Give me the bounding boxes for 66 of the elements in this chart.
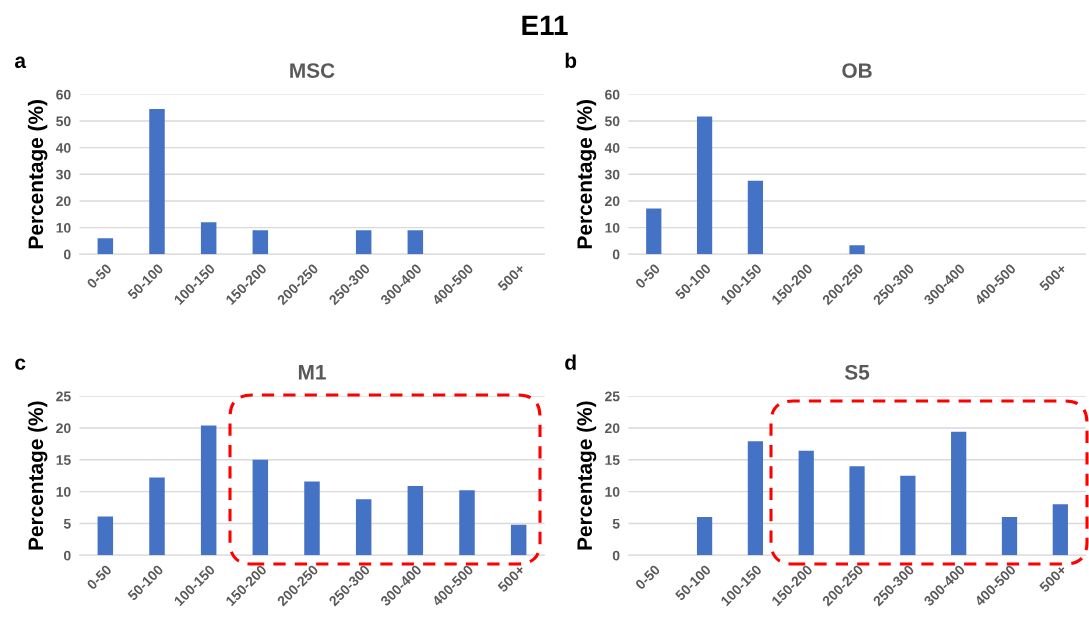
bar [1052,504,1068,556]
y-tick-label: 25 [56,391,71,402]
y-tick-label: 10 [56,486,71,497]
bar [900,475,916,556]
y-tick-label: 50 [605,116,620,127]
bar [97,516,114,556]
bar [149,477,165,556]
y-tick-label: 0 [63,249,71,260]
bar [747,441,764,556]
chart-title: M1 [298,365,326,380]
text: a [15,56,27,69]
y-tick-label: 5 [63,518,71,529]
bar [252,230,269,255]
bar [646,208,662,255]
y-tick-label: 10 [56,222,71,233]
bar [407,485,424,556]
y-axis-title: Percentage (%) [27,401,48,550]
y-tick-label: 20 [605,196,620,207]
text: d [565,354,576,370]
bar [1001,517,1018,556]
y-tick-label: 10 [605,222,620,233]
y-tick-label: 0 [63,550,71,561]
bar [747,180,764,255]
bar [304,481,320,556]
y-tick-label: 5 [612,518,620,529]
chart-title: S5 [844,364,870,380]
bar [696,116,713,255]
bar [200,222,217,255]
bar [459,490,475,556]
y-axis-title: Percentage (%) [576,100,597,249]
chart-title: MSC [290,63,335,78]
y-tick-label: 0 [612,249,620,260]
text: c [15,358,26,370]
bar [355,499,372,556]
y-tick-label: 30 [56,169,71,180]
y-tick-label: 20 [56,423,71,434]
bar [200,425,217,556]
y-tick-label: 40 [55,143,71,153]
y-tick-label: 15 [56,455,71,465]
bar [798,450,814,556]
bar [951,431,967,556]
y-tick-label: 10 [605,486,620,497]
y-tick-label: 30 [604,169,620,180]
y-tick-label: 20 [605,423,620,434]
bar [97,238,114,255]
y-tick-label: 50 [56,116,71,127]
y-axis-title: Percentage (%) [576,401,597,550]
bar [252,459,269,556]
y-tick-label: 60 [56,89,71,100]
text: b [565,52,577,69]
chart-title: OB [842,63,872,78]
y-tick-label: 20 [56,196,71,207]
bar [510,524,527,556]
bar [407,230,424,255]
y-tick-label: 0 [612,550,620,561]
y-tick-label: 25 [605,391,620,402]
bar [849,466,865,556]
y-tick-label: 15 [605,455,620,465]
text: E11 [522,15,568,35]
y-tick-label: 40 [604,143,620,153]
bar [149,109,165,255]
bar [696,517,713,556]
y-axis-title: Percentage (%) [27,100,48,249]
bar [355,230,372,255]
y-tick-label: 60 [605,89,620,100]
bar [849,245,865,255]
